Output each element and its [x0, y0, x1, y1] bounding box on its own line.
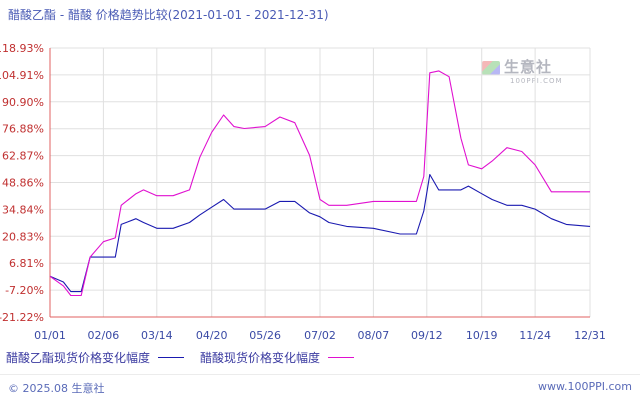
chart-title: 醋酸乙酯 - 醋酸 价格趋势比较(2021-01-01 - 2021-12-31…: [8, 8, 329, 22]
x-tick-label: 09/12: [411, 329, 443, 342]
legend: 醋酸乙酯现货价格变化幅度 醋酸现货价格变化幅度: [6, 349, 370, 366]
y-tick-label: 34.84%: [2, 203, 44, 216]
x-tick-label: 12/31: [574, 329, 606, 342]
grid-lines: [49, 47, 591, 318]
y-tick-label: 20.83%: [2, 230, 44, 243]
y-tick-label: 48.86%: [2, 177, 44, 190]
footer-divider: [0, 374, 640, 375]
footer-url[interactable]: www.100PPI.com: [538, 380, 632, 393]
watermark-logo-icon: [482, 60, 500, 75]
y-tick-label: 76.88%: [2, 123, 44, 136]
y-tick-label: 6.81%: [9, 257, 44, 270]
y-tick-label: 62.87%: [2, 150, 44, 163]
y-tick-label: 90.90%: [2, 96, 44, 109]
watermark: 生意社 100PPI.COM: [482, 56, 563, 85]
y-axis: 118.93% 104.91% 90.90% 76.88% 62.87% 48.86% 34…: [0, 42, 51, 324]
y-tick-label: -7.20%: [5, 284, 44, 297]
watermark-text: 生意社: [504, 58, 553, 76]
legend-label-acetic-acid: 醋酸现货价格变化幅度: [200, 351, 321, 365]
x-tick-label: 02/06: [88, 329, 120, 342]
y-tick-label: 104.91%: [0, 69, 44, 82]
line-chart: 118.93% 104.91% 90.90% 76.88% 62.87% 48.86% 34…: [0, 42, 606, 342]
x-tick-label: 08/07: [358, 329, 390, 342]
series-line-ethyl-acetate: [49, 173, 591, 293]
x-tick-label: 01/01: [34, 329, 66, 342]
x-tick-label: 10/19: [466, 329, 498, 342]
legend-label-ethyl-acetate: 醋酸乙酯现货价格变化幅度: [6, 351, 151, 365]
x-tick-label: 11/24: [519, 329, 551, 342]
legend-swatch-acetic-acid: [328, 357, 355, 358]
y-tick-label: -21.22%: [0, 311, 44, 324]
footer-copyright: © 2025.08 生意社: [8, 382, 105, 395]
x-axis: 01/01 02/06 03/14 04/20 05/26 07/02 08/07 09/12…: [34, 316, 606, 342]
x-tick-label: 05/26: [249, 329, 281, 342]
series-line-acetic-acid: [49, 70, 590, 297]
legend-swatch-ethyl-acetate: [158, 357, 185, 358]
x-tick-label: 04/20: [196, 329, 228, 342]
x-tick-label: 07/02: [304, 329, 336, 342]
y-tick-label: 118.93%: [0, 42, 44, 55]
series-group: [49, 70, 591, 297]
x-tick-label: 03/14: [141, 329, 173, 342]
watermark-url: 100PPI.COM: [510, 77, 563, 85]
